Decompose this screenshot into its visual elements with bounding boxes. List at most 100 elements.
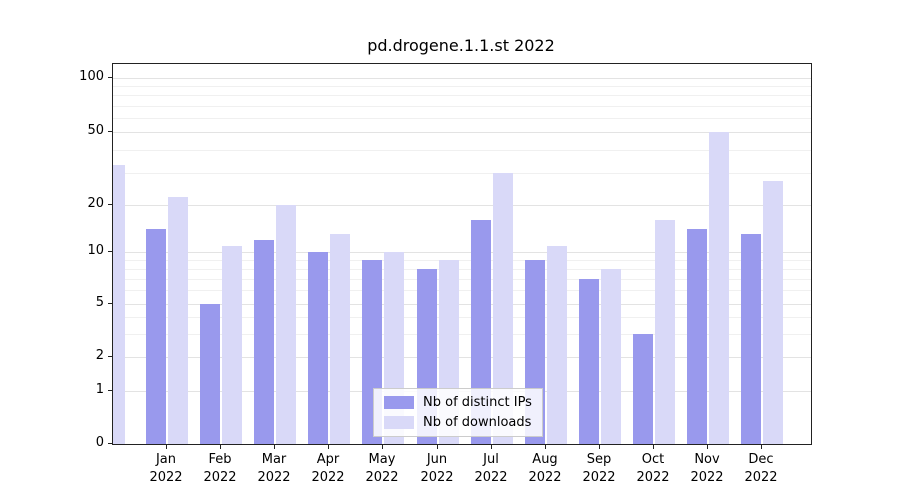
minor-gridline [113,150,811,151]
bar-distinct-ips [146,229,166,444]
y-tick-mark [108,443,112,444]
y-tick-label: 100 [79,69,104,84]
x-tick-month: Feb [208,452,232,467]
x-tick-year: 2022 [528,470,562,485]
minor-gridline [113,290,811,291]
x-tick-mark [166,445,167,449]
x-tick-mark [437,445,438,449]
legend-label-downloads: Nb of downloads [423,415,532,430]
x-tick-month: Oct [641,452,665,467]
x-tick-month: Jul [483,452,499,467]
minor-gridline [113,279,811,280]
minor-gridline [113,86,811,87]
legend: Nb of distinct IPs Nb of downloads [373,388,543,437]
x-tick-month: Sep [586,452,612,467]
plot-area: Nb of distinct IPs Nb of downloads [112,63,812,445]
y-tick-mark [108,356,112,357]
bar-downloads [763,181,783,444]
x-tick-month: Jan [155,452,177,467]
x-tick-year: 2022 [311,470,345,485]
x-tick-year: 2022 [582,470,616,485]
x-tick-month: Dec [748,452,774,467]
minor-gridline [113,118,811,119]
bar-downloads [547,246,567,444]
x-tick-label: Jun 2022 [411,451,463,487]
bar-downloads [330,234,350,444]
x-tick-label: Jul 2022 [465,451,517,487]
y-tick-mark [108,251,112,252]
x-tick-label: Aug 2022 [519,451,571,487]
x-tick-month: Jun [426,452,448,467]
x-tick-label: Dec 2022 [735,451,787,487]
x-tick-year: 2022 [365,470,399,485]
y-tick-mark [108,131,112,132]
x-tick-year: 2022 [474,470,508,485]
x-tick-label: Sep 2022 [573,451,625,487]
bar-downloads [655,220,675,444]
bar-distinct-ips [200,304,220,444]
legend-item-distinct-ips: Nb of distinct IPs [384,395,532,410]
y-tick-label: 50 [87,123,104,138]
major-gridline [113,304,811,305]
x-tick-label: Mar 2022 [248,451,300,487]
x-tick-label: Apr 2022 [302,451,354,487]
x-tick-label: Oct 2022 [627,451,679,487]
minor-gridline [113,106,811,107]
x-tick-label: Jan 2022 [140,451,192,487]
x-tick-year: 2022 [636,470,670,485]
bar-distinct-ips [741,234,761,444]
x-tick-mark [599,445,600,449]
y-tick-label: 2 [95,348,104,363]
minor-gridline [113,334,811,335]
bar-downloads [601,269,621,444]
x-tick-mark [220,445,221,449]
y-tick-mark [108,77,112,78]
x-tick-month: Aug [532,452,558,467]
x-tick-year: 2022 [149,470,183,485]
x-axis: Jan 2022 Feb 2022 Mar 2022 Apr 2022 May 2022 Jun 20… [112,451,810,493]
x-tick-month: Nov [694,452,720,467]
bar-downloads [493,173,513,444]
x-tick-month: Mar [261,452,287,467]
y-tick-label: 20 [87,196,104,211]
x-tick-year: 2022 [690,470,724,485]
x-tick-mark [328,445,329,449]
y-tick-label: 10 [87,243,104,258]
x-tick-year: 2022 [744,470,778,485]
y-tick-label: 1 [95,382,104,397]
x-tick-year: 2022 [203,470,237,485]
x-tick-mark [491,445,492,449]
x-tick-mark [274,445,275,449]
y-tick-mark [108,204,112,205]
legend-item-downloads: Nb of downloads [384,415,532,430]
x-tick-month: Apr [316,452,340,467]
legend-swatch-downloads [384,416,414,429]
x-tick-mark [761,445,762,449]
bar-downloads [276,205,296,444]
y-tick-label: 5 [95,295,104,310]
y-axis: 0 1 2 5 10 20 50 100 [0,0,104,500]
x-tick-mark [382,445,383,449]
x-tick-label: May 2022 [356,451,408,487]
x-tick-year: 2022 [257,470,291,485]
minor-gridline [113,95,811,96]
bar-downloads [222,246,242,444]
legend-swatch-distinct-ips [384,396,414,409]
x-tick-label: Nov 2022 [681,451,733,487]
major-gridline [113,132,811,133]
bar-distinct-ips [687,229,707,444]
x-tick-mark [545,445,546,449]
legend-label-distinct-ips: Nb of distinct IPs [423,395,532,410]
minor-gridline [113,260,811,261]
x-tick-month: May [368,452,396,467]
bar-distinct-ips [254,240,274,444]
minor-gridline [113,173,811,174]
y-tick-label: 0 [95,435,104,450]
bar-distinct-ips [308,252,328,444]
x-tick-mark [707,445,708,449]
minor-gridline [113,317,811,318]
major-gridline [113,357,811,358]
x-tick-label: Feb 2022 [194,451,246,487]
y-tick-mark [108,303,112,304]
